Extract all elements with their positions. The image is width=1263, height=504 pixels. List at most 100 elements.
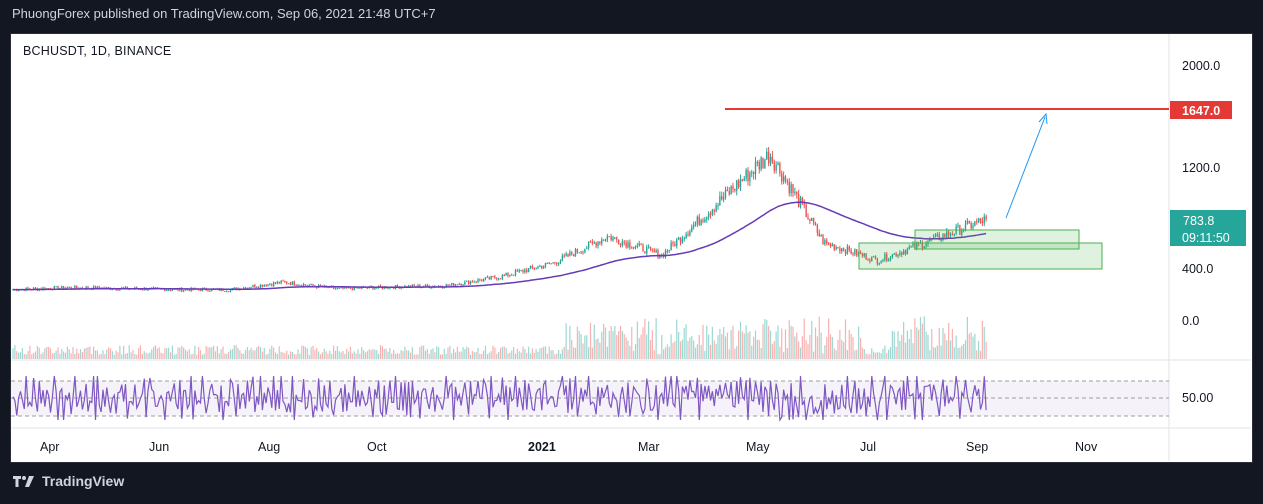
candle-body xyxy=(267,284,269,287)
volume-bar xyxy=(775,331,777,359)
volume-bar xyxy=(582,343,584,359)
candle-body xyxy=(642,244,644,252)
candle-body xyxy=(805,204,807,217)
volume-bar xyxy=(841,339,843,359)
candle-body xyxy=(301,284,303,287)
volume-bar xyxy=(858,326,860,359)
candle-body xyxy=(199,289,202,291)
candle-body xyxy=(711,210,714,215)
candle-body xyxy=(769,156,772,164)
volume-bar xyxy=(702,324,704,359)
volume-bar xyxy=(803,318,805,359)
candle-body xyxy=(773,162,775,171)
volume-bar xyxy=(619,325,622,359)
candle-body xyxy=(779,163,781,174)
volume-bar xyxy=(514,353,517,359)
candle-body xyxy=(916,242,918,249)
volume-bar xyxy=(74,354,76,359)
candle-body xyxy=(27,287,29,289)
candle-body xyxy=(430,287,432,289)
candle-body xyxy=(229,289,232,292)
candle-body xyxy=(977,218,980,223)
candle-body xyxy=(647,246,650,248)
candle-body xyxy=(257,287,260,289)
candle-body xyxy=(831,244,834,247)
volume-bar xyxy=(625,337,627,359)
candle-body xyxy=(721,196,723,200)
volume-bar xyxy=(978,340,980,359)
candle-body xyxy=(781,173,783,182)
candle-body xyxy=(837,247,839,249)
volume-bar xyxy=(138,348,140,359)
candle-body xyxy=(822,235,824,245)
candle-body xyxy=(456,284,459,286)
candle-body xyxy=(529,266,532,269)
volume-bar xyxy=(869,354,871,359)
candle-body xyxy=(299,284,301,286)
candle-body xyxy=(492,276,494,278)
volume-bar xyxy=(925,331,927,359)
volume-bar xyxy=(794,336,796,359)
volume-bar xyxy=(543,346,545,359)
volume-bar xyxy=(749,331,751,359)
volume-bar xyxy=(852,337,854,359)
volume-bar xyxy=(824,345,826,359)
support-zone-upper xyxy=(914,229,1080,250)
volume-bar xyxy=(89,346,91,359)
volume-bar xyxy=(199,350,202,359)
volume-bar xyxy=(409,352,412,359)
volume-bar xyxy=(198,346,200,359)
volume-bar xyxy=(327,353,329,359)
candle-body xyxy=(482,278,485,282)
candle-body xyxy=(571,252,573,255)
volume-bar xyxy=(573,347,575,359)
volume-bar xyxy=(214,351,217,359)
candle-body xyxy=(707,213,710,218)
candle-body xyxy=(681,238,684,243)
volume-bar xyxy=(404,346,406,359)
candle-body xyxy=(632,247,635,249)
volume-bar xyxy=(646,334,648,359)
candle-body xyxy=(621,241,624,246)
volume-bar xyxy=(346,348,348,359)
volume-bar xyxy=(64,352,67,359)
volume-bar xyxy=(638,337,640,359)
candle-body xyxy=(751,172,753,174)
volume-bar xyxy=(49,348,52,359)
volume-bar xyxy=(623,334,625,359)
candle-body xyxy=(552,262,554,264)
volume-bar xyxy=(42,352,44,359)
volume-bar xyxy=(940,345,942,359)
volume-bar xyxy=(460,351,462,359)
volume-bar xyxy=(586,335,588,359)
volume-bar xyxy=(745,325,747,359)
candle-body xyxy=(278,281,280,284)
volume-bar xyxy=(494,347,496,359)
volume-bar xyxy=(256,347,258,359)
candle-body xyxy=(700,220,702,225)
candle-body xyxy=(599,241,601,244)
time-tick-may: May xyxy=(746,440,770,454)
volume-bar xyxy=(929,350,931,359)
candle-body xyxy=(507,272,509,276)
candle-body xyxy=(107,287,110,289)
volume-bar xyxy=(443,348,445,359)
candle-body xyxy=(511,274,513,276)
candle-body xyxy=(882,259,884,262)
volume-bar xyxy=(340,352,342,359)
volume-bar xyxy=(719,328,721,359)
volume-bar xyxy=(141,353,143,359)
candle-body xyxy=(826,240,828,243)
volume-bar xyxy=(591,347,593,359)
volume-bar xyxy=(458,351,460,359)
volume-bar xyxy=(865,353,867,359)
volume-bar xyxy=(226,353,228,359)
volume-bar xyxy=(338,351,340,359)
volume-bar xyxy=(820,332,822,359)
candle-body xyxy=(308,285,310,287)
candle-body xyxy=(869,259,871,262)
volume-bar xyxy=(40,354,42,359)
candle-body xyxy=(726,189,729,192)
volume-bar xyxy=(886,353,888,359)
volume-bar xyxy=(640,334,642,359)
